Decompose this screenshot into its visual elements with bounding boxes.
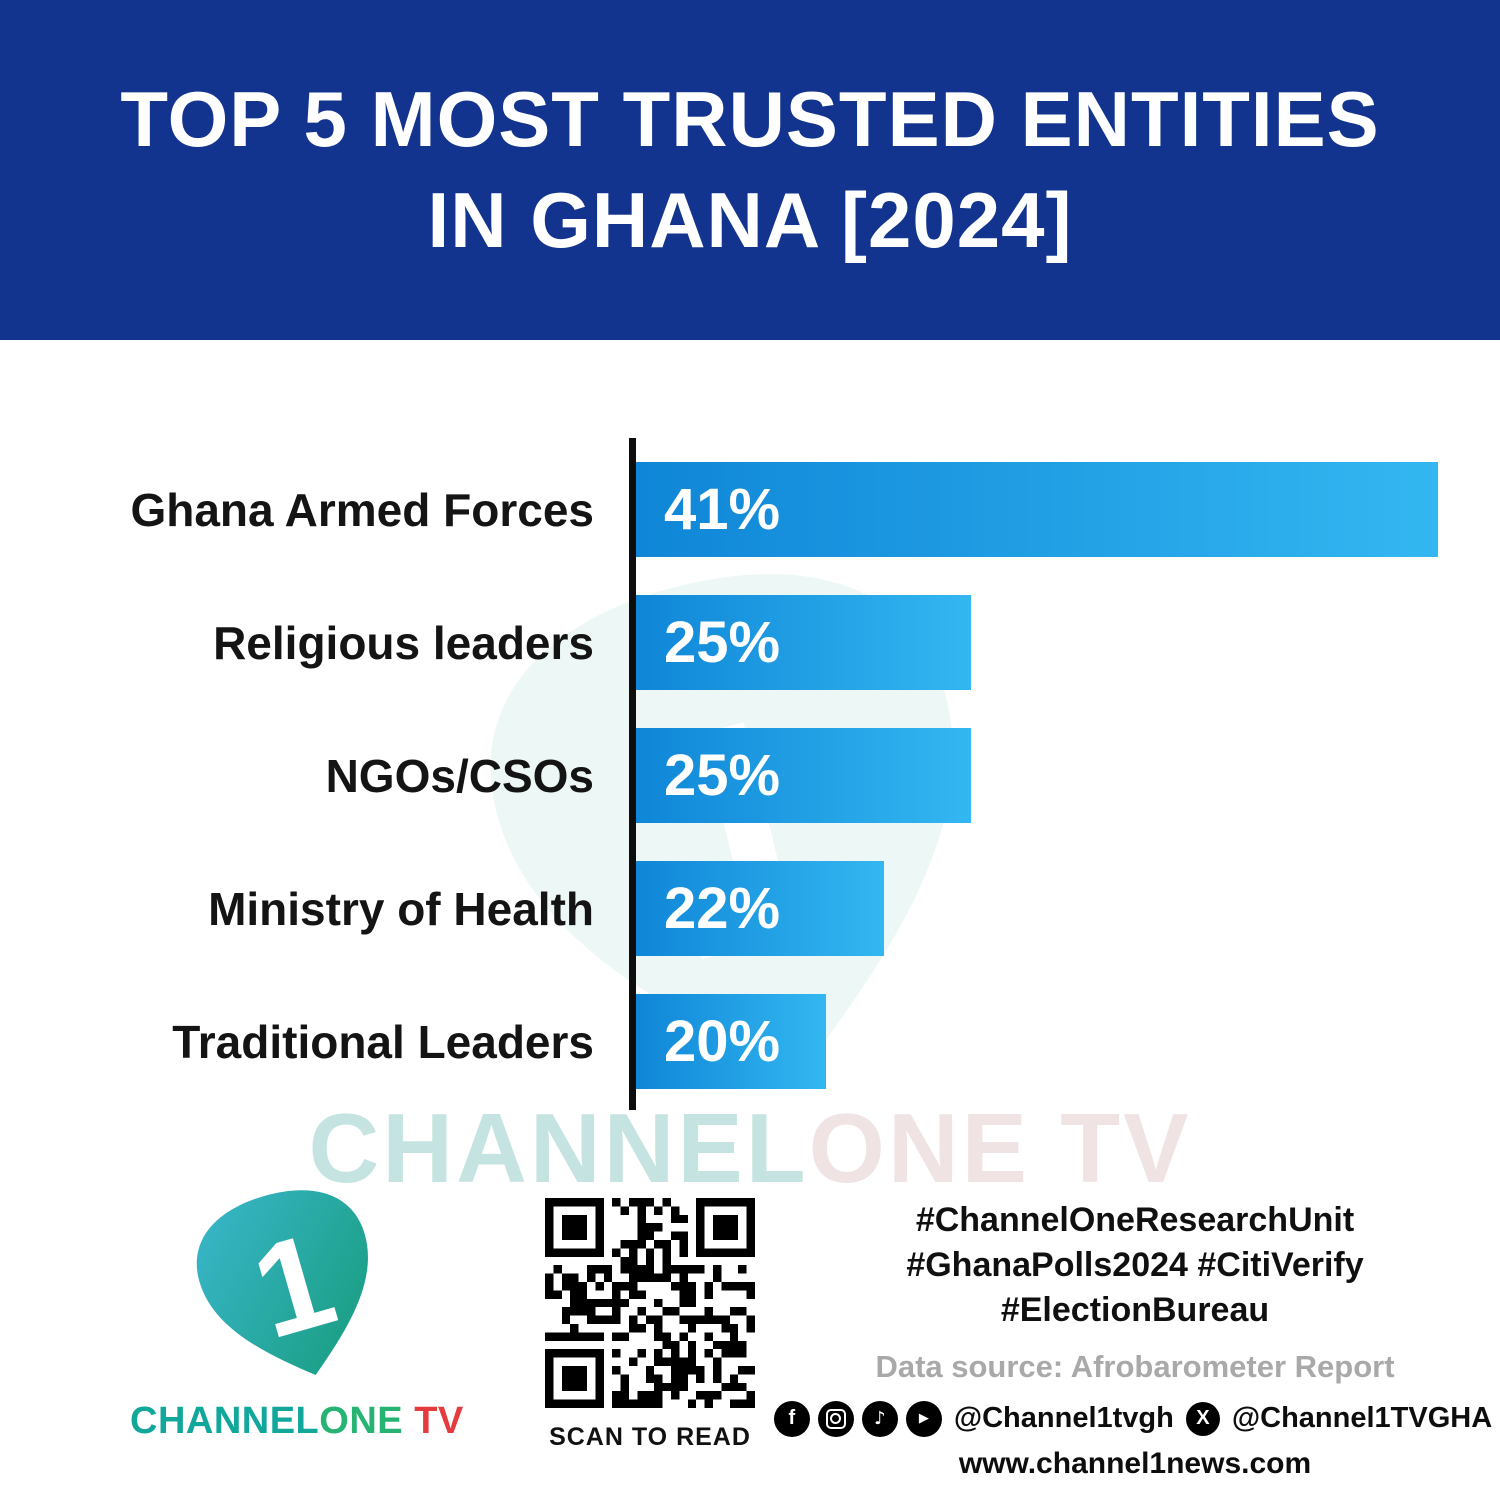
website-url: www.channel1news.com: [958, 1446, 1312, 1480]
wordmark-tv: TV: [403, 1400, 464, 1442]
qr-caption: SCAN TO READ: [549, 1423, 751, 1451]
bar-value-label: 41%: [664, 477, 781, 542]
bar: 20%: [636, 994, 826, 1089]
channel-one-logo: 1 CHANNELONE TV: [130, 1178, 463, 1443]
bar-label: Ministry of Health: [208, 882, 594, 935]
bar-label: Religious leaders: [213, 616, 594, 669]
bar-row: NGOs/CSOs 25%: [0, 728, 1500, 823]
page-title-line2: IN GHANA [2024]: [427, 176, 1073, 264]
bar: 41%: [636, 462, 1438, 557]
bar: 25%: [636, 595, 971, 690]
shield-watermark-icon: 1: [490, 574, 953, 1074]
bar: 25%: [636, 728, 971, 823]
bar-value-label: 22%: [664, 876, 781, 941]
chart-axis: [629, 438, 636, 1110]
brand-watermark-channel: CHANNEL: [308, 1093, 809, 1203]
tiktok-icon: ♪: [861, 1400, 898, 1437]
bar-track: 22%: [636, 861, 1500, 956]
page-title-line1: TOP 5 MOST TRUSTED ENTITIES: [120, 74, 1380, 163]
social-handle-main: @Channel1tvgh: [953, 1402, 1174, 1435]
bar-rows: Ghana Armed Forces 41% Religious leaders 25…: [0, 462, 1500, 1089]
bar-track: 41%: [636, 462, 1500, 557]
social-row: f ♪ ▶ @Channel1tvgh X @Channel1TVGHA: [773, 1400, 1492, 1437]
bar-track: 20%: [636, 994, 1500, 1089]
footer-info: #ChannelOneResearchUnit #GhanaPolls2024 …: [773, 1198, 1492, 1481]
bar-track: 25%: [636, 595, 1500, 690]
bar: 22%: [636, 861, 884, 956]
facebook-icon: f: [773, 1400, 810, 1437]
hashtags-line1: #ChannelOneResearchUnit: [915, 1201, 1355, 1239]
bar-value-label: 20%: [664, 1009, 781, 1074]
channel-one-wordmark: CHANNELONE TV: [130, 1400, 463, 1443]
wordmark-channel: CHANNEL: [130, 1400, 320, 1442]
bar-value-label: 25%: [664, 743, 781, 808]
header-banner: TOP 5 MOST TRUSTED ENTITIES IN GHANA [20…: [0, 0, 1500, 340]
channel-one-logo-mark: 1: [196, 1190, 368, 1376]
hashtags-line2: #GhanaPolls2024 #CitiVerify: [906, 1245, 1364, 1284]
youtube-icon: ▶: [905, 1400, 942, 1437]
bar-label: Ghana Armed Forces: [130, 483, 594, 536]
bar-value-label: 25%: [664, 610, 781, 675]
bar-row: Religious leaders 25%: [0, 595, 1500, 690]
brand-watermark: CHANNELONE TV: [0, 1092, 1500, 1205]
bar-label: NGOs/CSOs: [325, 749, 594, 802]
bar-row: Ghana Armed Forces 41%: [0, 462, 1500, 557]
bar-row: Ministry of Health 22%: [0, 861, 1500, 956]
wordmark-one: ONE: [319, 1400, 404, 1442]
qr-code: [545, 1198, 755, 1408]
social-handle-x: @Channel1TVGHA: [1231, 1402, 1493, 1435]
bar-row: Traditional Leaders 20%: [0, 994, 1500, 1089]
data-source: Data source: Afrobarometer Report: [875, 1348, 1395, 1384]
brand-watermark-onetv: ONE TV: [808, 1093, 1192, 1203]
instagram-icon: [817, 1400, 854, 1437]
qr-block: SCAN TO READ: [535, 1198, 765, 1452]
bar-label: Traditional Leaders: [172, 1015, 594, 1068]
x-icon: X: [1185, 1401, 1220, 1436]
bar-track: 25%: [636, 728, 1500, 823]
hashtags-line3: #ElectionBureau: [1000, 1290, 1270, 1329]
